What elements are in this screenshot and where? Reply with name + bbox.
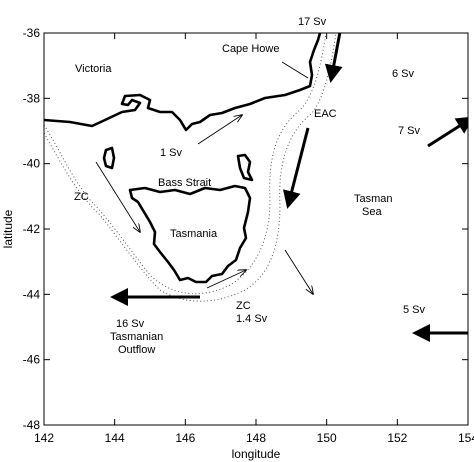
- map-features: [44, 10, 468, 342]
- place-label: ZC: [74, 191, 89, 203]
- place-label: Bass Strait: [158, 177, 211, 189]
- king-island: [102, 146, 116, 170]
- current-arrow: [283, 127, 310, 209]
- place-label: 5 Sv: [403, 304, 426, 316]
- place-label: ZC: [236, 300, 251, 312]
- isobath: [44, 33, 327, 295]
- x-tick-label: 146: [175, 431, 195, 445]
- map-labels: Victoria Cape Howe 17 Sv 6 Sv EAC 7 Sv 1 Sv Bas…: [74, 16, 426, 356]
- y-tick-label: -46: [23, 353, 41, 367]
- current-arrow: [95, 161, 140, 232]
- place-label: 1.4 Sv: [236, 313, 268, 325]
- place-label: 17 Sv: [298, 16, 327, 28]
- place-label: 16 Sv: [116, 318, 145, 330]
- current-arrow: [284, 249, 313, 294]
- leader-line: [281, 61, 309, 79]
- place-label: Tasman: [354, 193, 393, 205]
- y-axis-label: latitude: [1, 209, 15, 248]
- current-arrow: [410, 10, 424, 32]
- x-tick-label: 154: [458, 431, 474, 445]
- x-tick-label: 144: [105, 431, 125, 445]
- current-arrow: [427, 116, 468, 148]
- current-arrow: [206, 270, 246, 289]
- y-tick-label: -40: [23, 157, 41, 171]
- place-label: 7 Sv: [398, 125, 421, 137]
- current-arrow: [197, 115, 242, 145]
- place-label: Sea: [362, 206, 382, 218]
- y-tick-label: -38: [23, 91, 41, 105]
- tasmania-coast: [128, 184, 252, 284]
- flinders-island: [236, 153, 254, 182]
- place-label: Cape Howe: [222, 43, 279, 55]
- place-label: Tasmanian: [110, 331, 163, 343]
- current-arrow: [324, 33, 343, 83]
- place-label: Victoria: [75, 63, 112, 75]
- victoria-coast: [44, 33, 322, 132]
- x-tick-label: 148: [246, 431, 266, 445]
- y-tick-label: -48: [23, 418, 41, 432]
- frame: [43, 32, 469, 426]
- place-label: Tasmania: [170, 228, 218, 240]
- place-label: EAC: [314, 108, 337, 120]
- x-axis-label: longitude: [232, 447, 281, 461]
- place-label: 1 Sv: [160, 147, 183, 159]
- place-label: 6 Sv: [392, 68, 415, 80]
- y-tick-label: -44: [23, 287, 41, 301]
- x-tick-label: 150: [317, 431, 337, 445]
- x-tick-label: 142: [34, 431, 54, 445]
- x-tick-label: 152: [387, 431, 407, 445]
- y-tick-label: -42: [23, 222, 41, 236]
- y-tick-label: -36: [23, 26, 41, 40]
- place-label: Outflow: [118, 344, 155, 356]
